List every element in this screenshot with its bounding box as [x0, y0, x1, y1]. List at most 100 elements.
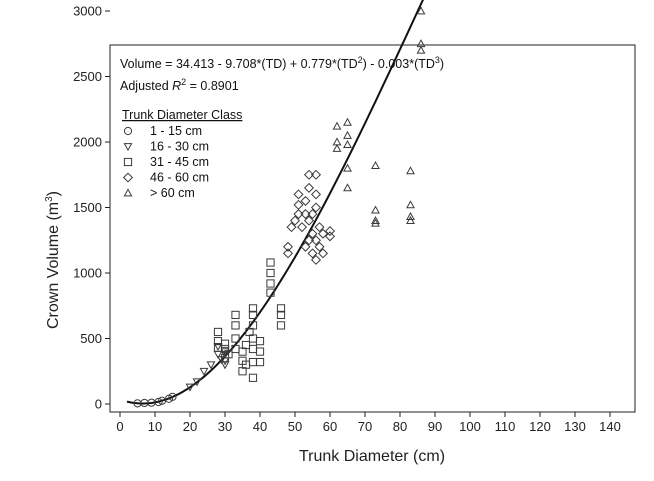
- x-tick-label: 0: [116, 419, 123, 434]
- y-axis-title-sup: 3: [44, 196, 55, 202]
- scatter-point-triangle-up: [343, 130, 352, 139]
- scatter-point-diamond: [296, 222, 308, 233]
- scatter-point-square: [276, 321, 286, 330]
- x-axis-title: Trunk Diameter (cm): [299, 448, 445, 465]
- scatter-point-triangle-up: [416, 39, 426, 48]
- y-tick-label: 1000: [73, 266, 102, 281]
- legend-label: 16 - 30 cm: [150, 140, 209, 154]
- scatter-point-triangle-down: [199, 367, 209, 376]
- equation-sup-1: 2: [358, 55, 363, 65]
- r2-variable: R: [172, 79, 181, 93]
- scatter-point-diamond: [314, 241, 325, 252]
- r2-value: = 0.8901: [186, 79, 239, 93]
- scatter-point-triangle-up: [416, 45, 426, 54]
- legend-marker-diamond: [122, 172, 134, 183]
- legend-marker-square: [123, 157, 133, 167]
- scatter-point-diamond: [286, 222, 297, 233]
- scatter-point-square: [231, 321, 240, 330]
- scatter-point-triangle-up: [332, 143, 342, 152]
- y-axis-title: Crown Volume (m3): [44, 191, 62, 329]
- scatter-point-triangle-down: [220, 348, 230, 357]
- equation-text: Volume = 34.413 - 9.708*(TD) + 0.779*(TD…: [120, 55, 444, 71]
- scatter-point-diamond: [293, 189, 304, 200]
- scatter-point-diamond: [293, 199, 304, 210]
- legend-marker-triangle-down: [123, 143, 133, 152]
- x-tick-label: 80: [393, 419, 407, 434]
- legend-marker-circle: [123, 126, 133, 136]
- scatter-point-triangle-up: [406, 166, 415, 175]
- scatter-point-diamond: [310, 169, 322, 180]
- scatter-point-square: [248, 304, 258, 313]
- y-tick-label: 500: [80, 331, 102, 346]
- scatter-point-square: [255, 347, 265, 356]
- scatter-point-triangle-up: [343, 183, 352, 192]
- y-axis-title-tail: ): [45, 191, 62, 196]
- scatter-point-diamond: [307, 248, 318, 259]
- scatter-point-triangle-up: [343, 139, 352, 148]
- scatter-point-diamond: [324, 226, 336, 237]
- scatter-point-diamond: [303, 235, 315, 246]
- scatter-point-square: [248, 357, 258, 367]
- scatter-point-circle: [168, 392, 177, 401]
- scatter-point-diamond: [310, 202, 322, 213]
- x-tick-label: 110: [495, 419, 516, 434]
- scatter-point-square: [248, 310, 258, 320]
- scatter-point-square: [248, 373, 258, 382]
- scatter-point-triangle-up: [371, 215, 380, 224]
- x-tick-label: 60: [323, 419, 337, 434]
- equation-part-3: ): [440, 57, 444, 71]
- equation-part-1: Volume = 34.413 - 9.708*(TD) + 0.779*(TD: [120, 57, 358, 71]
- x-tick-label: 120: [529, 419, 551, 434]
- legend-label: 1 - 15 cm: [150, 124, 202, 138]
- x-tick-label: 20: [183, 419, 197, 434]
- x-tick-label: 40: [253, 419, 267, 434]
- scatter-point-diamond: [300, 209, 311, 220]
- legend-title: Trunk Diameter Class: [122, 108, 242, 122]
- scatter-point-diamond: [300, 195, 311, 206]
- scatter-point-square: [248, 344, 258, 354]
- scatter-point-diamond: [324, 231, 336, 242]
- scatter-point-triangle-up: [343, 163, 352, 172]
- scatter-point-diamond: [317, 228, 329, 239]
- plot-area-border: [109, 44, 636, 413]
- scatter-point-diamond: [289, 215, 301, 226]
- scatter-point-square: [276, 310, 286, 320]
- scatter-point-triangle-up: [371, 218, 380, 227]
- fit-curve: [126, 0, 424, 405]
- r2-prefix: Adjusted: [120, 79, 172, 93]
- scatter-point-diamond: [317, 248, 329, 259]
- scatter-point-triangle-down: [213, 342, 223, 351]
- x-tick-label: 30: [218, 419, 232, 434]
- legend-marker-triangle-up: [123, 188, 133, 197]
- equation-sup-2: 3: [435, 55, 440, 65]
- scatter-point-diamond: [282, 248, 294, 259]
- r-squared-text: Adjusted R2 = 0.8901: [120, 77, 239, 93]
- scatter-point-triangle-up: [416, 6, 426, 15]
- scatter-point-square: [248, 321, 258, 330]
- scatter-point-diamond: [293, 209, 304, 220]
- scatter-point-triangle-down: [206, 361, 216, 370]
- scatter-point-triangle-up: [332, 121, 342, 130]
- scatter-point-diamond: [307, 228, 318, 239]
- y-tick-label: 2500: [73, 69, 102, 84]
- legend-label: > 60 cm: [150, 186, 195, 200]
- scatter-point-square: [255, 337, 265, 346]
- scatter-point-diamond: [307, 209, 318, 220]
- scatter-point-diamond: [300, 241, 311, 252]
- scatter-point-triangle-down: [185, 383, 195, 392]
- y-tick-label: 1500: [73, 200, 102, 215]
- scatter-point-triangle-up: [406, 212, 415, 221]
- scatter-point-diamond: [314, 222, 325, 233]
- scatter-point-diamond: [303, 182, 315, 193]
- x-tick-label: 100: [459, 419, 481, 434]
- x-tick-label: 130: [564, 419, 586, 434]
- scatter-point-square: [266, 258, 275, 267]
- scatter-point-square: [276, 304, 286, 313]
- x-tick-label: 70: [358, 419, 372, 434]
- x-tick-label: 10: [148, 419, 162, 434]
- x-tick-label: 50: [288, 419, 302, 434]
- scatter-point-triangle-up: [406, 215, 415, 224]
- scatter-point-square: [266, 279, 275, 288]
